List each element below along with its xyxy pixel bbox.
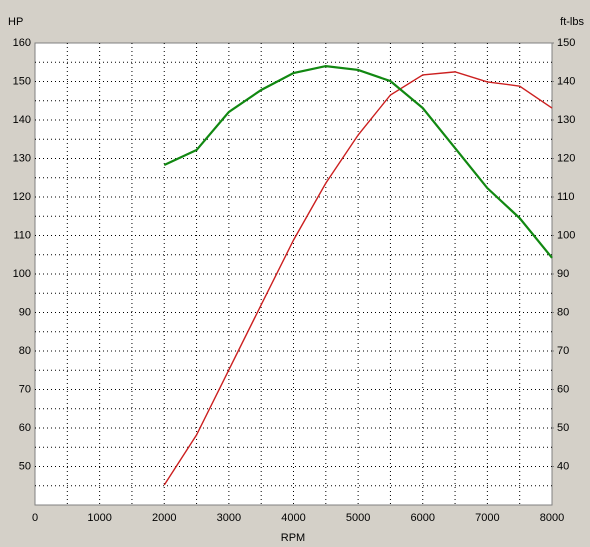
series-line [163,71,553,486]
y-tick-label: 140 [13,114,31,126]
y-tick-label: 130 [13,152,31,164]
series-line [163,64,553,259]
y-tick-label: 70 [19,383,31,395]
x-tick-label: 0 [32,512,38,524]
x-axis-label: RPM [281,532,305,544]
y2-tick-label: 140 [557,75,575,87]
y-tick-label: 50 [19,460,31,472]
y-tick-label: 60 [19,422,31,434]
y2-tick-label: 150 [557,37,575,49]
y-tick-label: 100 [13,268,31,280]
y2-axis-label: ft-lbs [560,16,584,28]
x-tick-label: 8000 [540,512,564,524]
x-tick-label: 3000 [217,512,241,524]
y2-tick-label: 120 [557,152,575,164]
y-tick-label: 110 [13,229,31,241]
y-tick-label: 160 [13,37,31,49]
x-tick-label: 4000 [281,512,305,524]
y-axis-label: HP [8,16,23,28]
y2-tick-label: 40 [557,460,569,472]
y2-tick-label: 100 [557,229,575,241]
y-tick-label: 120 [13,191,31,203]
x-tick-label: 7000 [475,512,499,524]
y-tick-label: 80 [19,345,31,357]
y-tick-label: 90 [19,306,31,318]
y2-tick-label: 80 [557,306,569,318]
y2-tick-label: 90 [557,268,569,280]
y2-tick-label: 130 [557,114,575,126]
x-tick-label: 5000 [346,512,370,524]
y2-tick-label: 50 [557,422,569,434]
y2-tick-label: 110 [557,191,575,203]
y-tick-label: 150 [13,75,31,87]
x-tick-label: 2000 [152,512,176,524]
y2-tick-label: 70 [557,345,569,357]
x-tick-label: 6000 [411,512,435,524]
x-tick-label: 1000 [87,512,111,524]
y2-tick-label: 60 [557,383,569,395]
